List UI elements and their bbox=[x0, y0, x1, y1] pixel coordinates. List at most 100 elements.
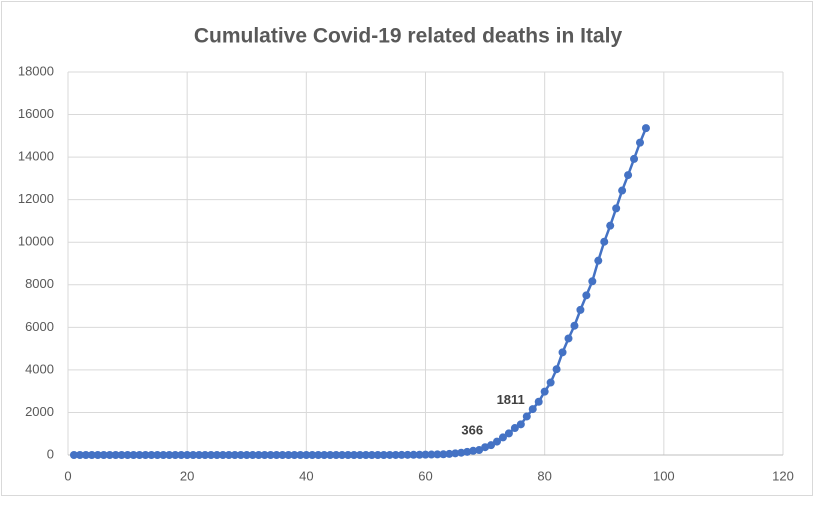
data-point bbox=[308, 451, 317, 459]
data-point bbox=[355, 451, 364, 459]
data-point bbox=[469, 446, 478, 455]
x-tick-label: 80 bbox=[537, 468, 551, 483]
data-point bbox=[254, 451, 263, 459]
data-point bbox=[81, 451, 90, 459]
data-point bbox=[600, 237, 609, 246]
data-point bbox=[528, 405, 537, 414]
data-point bbox=[123, 451, 132, 459]
data-point bbox=[451, 449, 460, 458]
data-point bbox=[570, 321, 579, 330]
data-point bbox=[564, 334, 573, 343]
data-point bbox=[338, 451, 347, 459]
data-point bbox=[296, 451, 305, 459]
data-point bbox=[397, 450, 406, 459]
data-point bbox=[99, 451, 108, 459]
data-point bbox=[236, 451, 245, 459]
data-point bbox=[147, 451, 156, 459]
data-point bbox=[391, 450, 400, 459]
data-point bbox=[153, 451, 162, 459]
data-point bbox=[534, 397, 543, 406]
data-point bbox=[606, 221, 615, 230]
data-point bbox=[290, 451, 299, 459]
data-point bbox=[433, 450, 442, 459]
data-point bbox=[516, 420, 525, 429]
data-point bbox=[475, 446, 484, 455]
x-tick-label: 120 bbox=[772, 468, 794, 483]
x-tick-label: 100 bbox=[653, 468, 675, 483]
y-tick-label: 12000 bbox=[18, 191, 54, 206]
data-point bbox=[558, 348, 567, 357]
data-point bbox=[493, 437, 501, 446]
data-point bbox=[314, 451, 323, 459]
data-point bbox=[141, 451, 150, 459]
data-point bbox=[171, 451, 180, 459]
data-point bbox=[87, 451, 96, 459]
data-label: 1811 bbox=[497, 392, 525, 407]
data-point bbox=[350, 451, 358, 459]
y-tick-label: 18000 bbox=[18, 63, 54, 78]
y-tick-label: 0 bbox=[47, 446, 54, 461]
data-point bbox=[427, 450, 436, 459]
chart-title: Cumulative Covid-19 related deaths in It… bbox=[194, 25, 623, 48]
data-point bbox=[165, 451, 174, 459]
data-point bbox=[421, 450, 430, 459]
data-point bbox=[69, 451, 78, 459]
data-point bbox=[278, 451, 287, 459]
data-point bbox=[248, 451, 257, 459]
data-point bbox=[367, 451, 376, 459]
x-tick-label: 60 bbox=[418, 468, 432, 483]
data-point bbox=[111, 451, 120, 459]
data-point bbox=[361, 451, 370, 459]
y-tick-label: 2000 bbox=[25, 404, 54, 419]
data-point bbox=[326, 451, 335, 459]
data-point bbox=[594, 256, 603, 265]
data-point bbox=[218, 451, 227, 459]
y-tick-label: 16000 bbox=[18, 106, 54, 121]
data-point bbox=[302, 451, 311, 459]
data-point bbox=[487, 441, 496, 450]
data-point bbox=[457, 448, 466, 457]
x-tick-label: 40 bbox=[299, 468, 313, 483]
data-point bbox=[212, 451, 221, 459]
data-point bbox=[409, 450, 418, 459]
data-point bbox=[207, 451, 215, 459]
data-point bbox=[504, 429, 513, 438]
data-point bbox=[582, 291, 591, 300]
y-tick-label: 10000 bbox=[18, 234, 54, 249]
data-point bbox=[177, 451, 186, 459]
data-point bbox=[201, 451, 210, 459]
data-point bbox=[183, 451, 192, 459]
data-point bbox=[463, 447, 472, 456]
data-point bbox=[272, 451, 281, 459]
y-tick-label: 4000 bbox=[25, 361, 54, 376]
data-point bbox=[618, 186, 627, 195]
data-point bbox=[344, 451, 353, 459]
data-point bbox=[195, 451, 204, 459]
data-point bbox=[242, 451, 251, 459]
y-tick-label: 8000 bbox=[25, 276, 54, 291]
x-tick-label: 20 bbox=[180, 468, 194, 483]
data-point bbox=[641, 124, 650, 133]
data-point bbox=[624, 171, 633, 180]
data-point bbox=[373, 451, 382, 459]
data-point bbox=[510, 424, 519, 433]
data-point bbox=[129, 451, 138, 459]
data-point bbox=[75, 451, 84, 459]
chart-border bbox=[1, 1, 813, 496]
data-point bbox=[540, 387, 549, 396]
data-point bbox=[117, 451, 126, 459]
data-point bbox=[230, 451, 239, 459]
data-point bbox=[612, 204, 621, 213]
data-point bbox=[105, 451, 114, 459]
data-point bbox=[552, 365, 561, 374]
data-point bbox=[439, 450, 448, 459]
data-point bbox=[385, 450, 394, 459]
x-tick-label: 0 bbox=[64, 468, 71, 483]
data-point bbox=[284, 451, 293, 459]
data-point bbox=[189, 451, 198, 459]
data-point bbox=[260, 451, 269, 459]
data-point bbox=[379, 451, 388, 459]
data-point bbox=[159, 451, 168, 459]
data-point bbox=[630, 154, 639, 163]
